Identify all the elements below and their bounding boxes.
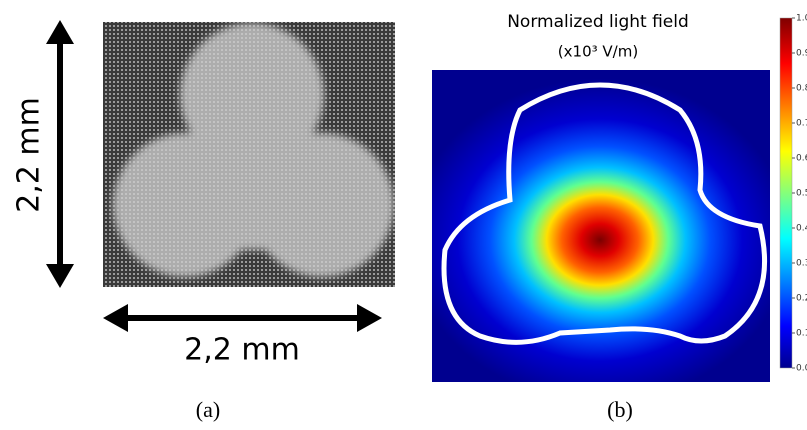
figure: 2,2 mm 2,2 mm (a) Normalized light field… (0, 0, 807, 430)
colorbar-tick-label: 0.9 (796, 49, 807, 59)
height-arrow (46, 20, 74, 288)
colorbar-tick-label: 1.0 (796, 14, 807, 24)
sample-image (103, 22, 395, 287)
height-label: 2,2 mm (12, 97, 47, 213)
colorbar-tick-label: 0.1 (796, 329, 807, 339)
colorbar-tick-label: 0.6 (796, 154, 807, 164)
colorbar-tick-label: 0.7 (796, 119, 807, 129)
caption-a: (a) (196, 397, 220, 422)
colorbar-tick-label: 0.0 (796, 364, 807, 374)
width-arrow (103, 304, 382, 332)
colorbar-tick-label: 0.3 (796, 259, 807, 269)
colorbar-tick-label: 0.4 (796, 224, 807, 234)
caption-b: (b) (607, 397, 633, 422)
colorbar (780, 18, 792, 368)
colorbar-tick-label: 0.5 (796, 189, 807, 199)
field-title: Normalized light field (507, 12, 689, 32)
colorbar-tick-label: 0.2 (796, 294, 807, 304)
colorbar-tick-label: 0.8 (796, 84, 807, 94)
unit-label: (x10³ V/m) (558, 43, 638, 61)
width-label: 2,2 mm (184, 333, 300, 368)
